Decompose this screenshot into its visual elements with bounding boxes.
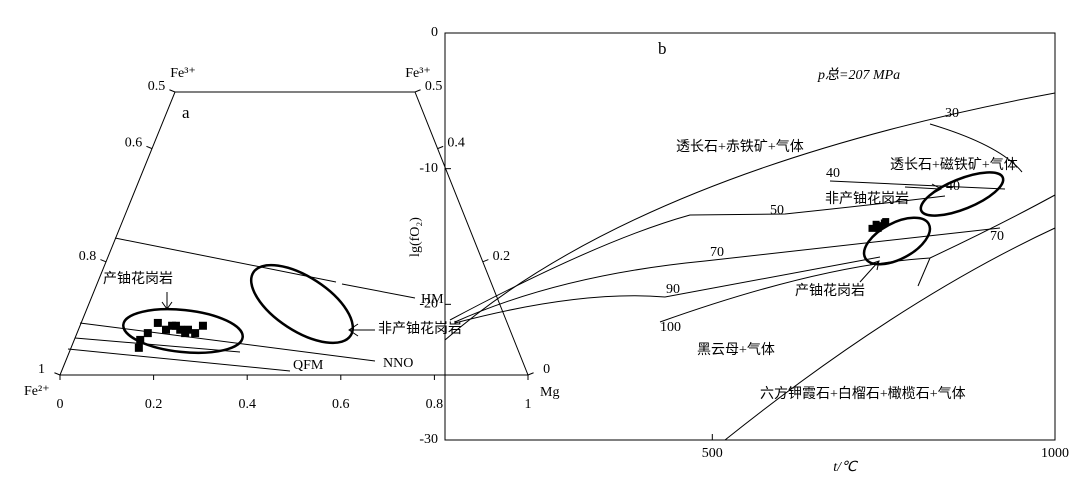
plot-frame xyxy=(444,32,1056,441)
y-tick xyxy=(100,259,107,263)
annotation: 70 xyxy=(710,245,724,260)
y2-tick-label: 0.4 xyxy=(447,136,465,151)
ellipse-uranium xyxy=(862,216,932,266)
y2-tick xyxy=(437,145,444,150)
curve xyxy=(929,123,1023,173)
y2-tick xyxy=(414,89,421,93)
data-point xyxy=(181,329,190,338)
curve xyxy=(444,92,1056,341)
data-point xyxy=(153,318,162,327)
panel-b: b p总=207 MPa 透长石+赤铁矿+气体 透长石+磁铁矿+气体 非产铀花岗… xyxy=(408,32,1056,475)
annotation: 90 xyxy=(666,282,680,297)
curve xyxy=(659,194,1056,323)
x-tick-label: 0 xyxy=(57,397,64,412)
data-point xyxy=(134,343,143,352)
y-tick xyxy=(169,89,176,93)
data-point xyxy=(882,218,890,226)
corner-label: Fe³⁺ xyxy=(170,66,196,81)
y2-tick-label: 0 xyxy=(543,362,550,377)
y-axis-label: lg(fO₂) xyxy=(408,217,423,257)
hm-line xyxy=(114,237,416,299)
data-point xyxy=(136,335,145,344)
data-point xyxy=(171,321,180,330)
y2-tick xyxy=(482,259,489,263)
data-point xyxy=(161,325,170,334)
annotation: 50 xyxy=(770,203,784,218)
curve xyxy=(829,180,1006,190)
arrow xyxy=(348,323,375,337)
panel-a: Fe³⁺ Fe³⁺ Fe²⁺ Mg a 产铀花岗岩 非产铀花岗岩 HM NNO … xyxy=(24,66,559,400)
data-point xyxy=(868,224,876,232)
data-point xyxy=(198,321,207,330)
annotation: p总=207 MPa xyxy=(817,67,900,83)
arrow xyxy=(904,183,943,195)
buffer-line xyxy=(74,337,241,353)
y2-tick-label: 0.2 xyxy=(493,249,511,264)
curve xyxy=(454,256,881,324)
y2-tick xyxy=(527,372,534,376)
y-tick-label: -30 xyxy=(419,432,438,447)
curve xyxy=(917,257,931,287)
y-tick xyxy=(146,145,153,150)
annotation: 透长石+赤铁矿+气体 xyxy=(676,139,804,155)
arrow xyxy=(859,260,880,283)
y-tick-label: 0.6 xyxy=(125,136,143,151)
data-point xyxy=(874,224,882,232)
y-tick-label: 0.8 xyxy=(79,249,97,264)
ellipse-non-uranium xyxy=(249,263,355,345)
corner-label: Fe³⁺ xyxy=(405,66,431,81)
data-point xyxy=(143,329,152,338)
annotation: HM xyxy=(421,292,444,307)
annotation: NNO xyxy=(383,356,413,371)
annotation: 30 xyxy=(945,106,959,121)
arrow xyxy=(161,292,173,310)
x-tick-label: 0.2 xyxy=(145,397,163,412)
y-tick-label: 0.5 xyxy=(148,79,166,94)
annotation: 透长石+磁铁矿+气体 xyxy=(890,157,1018,173)
annotation: 70 xyxy=(990,229,1004,244)
annotation: 产铀花岗岩 xyxy=(795,283,865,299)
annotation: 六方钾霞石+白榴石+橄榄石+气体 xyxy=(760,386,966,402)
corner-label: Fe²⁺ xyxy=(24,384,50,399)
y-tick-label: -10 xyxy=(419,161,438,176)
corner-label: Mg xyxy=(540,385,559,400)
data-point xyxy=(191,329,200,338)
nno-line xyxy=(79,322,376,362)
annotation: 40 xyxy=(826,166,840,181)
x-tick-label: 0.8 xyxy=(426,397,444,412)
x-axis-label: t/℃ xyxy=(833,460,859,475)
x-tick-label: 0.6 xyxy=(332,397,350,412)
x-tick-label: 1000 xyxy=(1041,446,1069,461)
annotation: 非产铀花岗岩 xyxy=(825,191,909,207)
x-tick-label: 500 xyxy=(702,446,723,461)
panel-label: b xyxy=(658,39,667,58)
x-tick-label: 1 xyxy=(525,397,532,412)
y-tick-label: 0 xyxy=(431,25,438,40)
curve xyxy=(454,227,1001,323)
y-tick-label: 1 xyxy=(38,362,45,377)
x-tick-label: 0.4 xyxy=(238,397,256,412)
annotation: 黑云母+气体 xyxy=(697,342,775,358)
qfm-line xyxy=(67,348,291,372)
annotation: 非产铀花岗岩 xyxy=(378,321,462,337)
annotation: 100 xyxy=(660,320,681,335)
annotation: 产铀花岗岩 xyxy=(103,271,173,287)
data-point xyxy=(872,220,880,228)
curve xyxy=(724,227,1056,441)
curve xyxy=(449,195,946,321)
data-point xyxy=(176,325,185,334)
ellipse-non-uranium xyxy=(919,171,1005,217)
ellipse-uranium xyxy=(122,307,244,355)
y2-tick-label: 0.5 xyxy=(425,79,443,94)
annotation: QFM xyxy=(293,358,324,373)
y-tick-label: -20 xyxy=(419,297,438,312)
panel-label: a xyxy=(182,103,190,122)
y-tick xyxy=(54,372,61,376)
annotation: 40 xyxy=(946,179,960,194)
